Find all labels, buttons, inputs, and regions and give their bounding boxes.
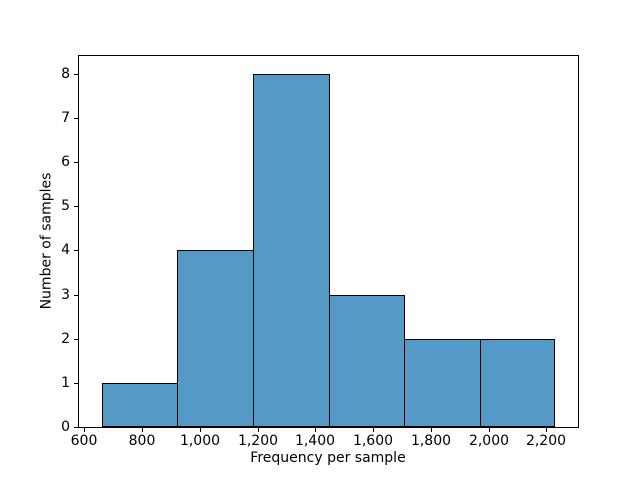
x-axis-tick-label: 1,800	[410, 433, 452, 449]
x-axis-tick	[546, 428, 547, 432]
y-axis-tick-label: 4	[61, 242, 70, 258]
x-axis-tick-label: 1,000	[179, 433, 221, 449]
y-axis-tick	[74, 162, 78, 163]
x-axis-tick-label: 1,400	[294, 433, 336, 449]
x-axis-tick	[258, 428, 259, 432]
y-axis-label: Number of samples	[38, 172, 55, 310]
histogram-bar	[177, 250, 254, 427]
y-axis-tick-label: 0	[61, 419, 70, 435]
y-axis-tick-label: 1	[61, 375, 70, 391]
y-axis-tick-label: 8	[61, 66, 70, 82]
y-axis-tick-label: 6	[61, 154, 70, 170]
x-axis-tick-label: 1,200	[237, 433, 279, 449]
x-axis-tick-label: 2,200	[525, 433, 567, 449]
y-axis-tick	[74, 295, 78, 296]
histogram-bar	[480, 339, 555, 427]
histogram-bar	[404, 339, 481, 427]
y-axis-tick	[74, 383, 78, 384]
y-axis-tick	[74, 206, 78, 207]
x-axis-tick	[200, 428, 201, 432]
x-axis-tick	[315, 428, 316, 432]
x-axis-tick	[142, 428, 143, 432]
y-axis-tick-label: 5	[61, 198, 70, 214]
x-axis-tick	[431, 428, 432, 432]
x-axis-tick	[489, 428, 490, 432]
histogram-bar	[253, 74, 330, 427]
x-axis-label: Frequency per sample	[250, 450, 406, 466]
y-axis-tick	[74, 339, 78, 340]
y-axis-tick-label: 2	[61, 331, 70, 347]
y-axis-tick	[74, 427, 78, 428]
x-axis-tick-label: 1,600	[352, 433, 394, 449]
x-axis-tick-label: 2,000	[468, 433, 510, 449]
y-axis-tick-label: 3	[61, 287, 70, 303]
y-axis-tick	[74, 250, 78, 251]
histogram-bar	[102, 383, 178, 427]
x-axis-tick	[84, 428, 85, 432]
y-axis-tick	[74, 74, 78, 75]
y-axis-tick-label: 7	[61, 110, 70, 126]
y-axis-tick	[74, 118, 78, 119]
x-axis-tick-label: 600	[70, 433, 98, 449]
x-axis-tick-label: 800	[128, 433, 156, 449]
x-axis-tick	[373, 428, 374, 432]
histogram-bar	[329, 295, 405, 427]
